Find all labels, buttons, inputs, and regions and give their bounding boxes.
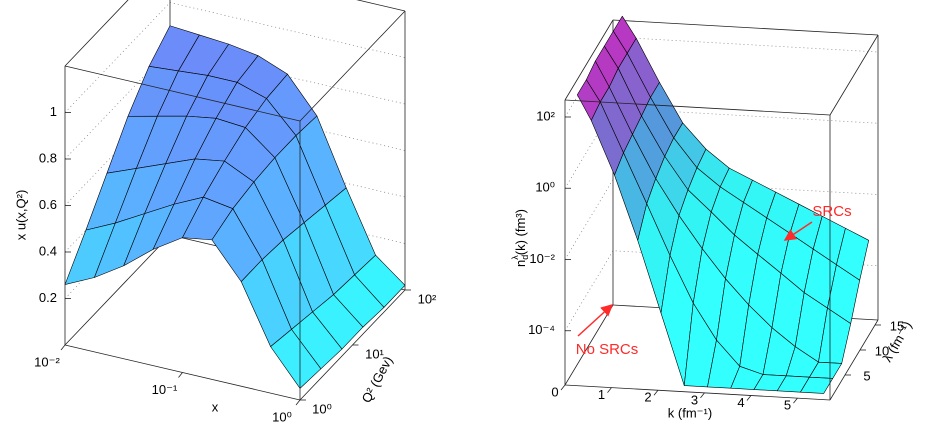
box-edge <box>829 319 879 401</box>
x-axis-label: x <box>212 399 219 414</box>
box-edge <box>564 304 614 386</box>
annotation: SRCs <box>812 203 851 220</box>
y-tick-label: 10² <box>418 291 437 306</box>
x-tick <box>653 390 659 396</box>
z-axis-label: x u(x,Q²) <box>13 190 28 241</box>
z-axis-label-part: n <box>513 260 528 267</box>
box-edge <box>612 19 879 36</box>
x-tick-label: 2 <box>644 390 651 405</box>
x-tick <box>560 384 566 391</box>
z-axis-label: ndλ(k) (fm³) <box>510 209 530 267</box>
x-tick-label: 5 <box>784 398 791 413</box>
box-edge <box>299 10 406 122</box>
box-edge <box>64 0 129 67</box>
z-tick-label: 10⁻² <box>529 251 555 266</box>
box-edge <box>356 0 406 12</box>
x-tick <box>746 395 752 401</box>
annotation-arrow <box>577 303 614 337</box>
x-tick <box>793 397 798 404</box>
box-edge <box>64 65 301 122</box>
x-tick-label: 1 <box>598 387 605 402</box>
y-tick-label: 10¹ <box>365 346 384 361</box>
z-tick-label: 0.4 <box>39 243 57 258</box>
z-tick-label: 10⁻⁴ <box>528 322 555 337</box>
box-edge <box>564 384 831 401</box>
x-tick-label: 0 <box>551 384 558 399</box>
z-tick-label: 10² <box>536 108 555 123</box>
x-tick <box>607 387 612 393</box>
box-edge <box>64 234 171 346</box>
z-tick-label: 0.2 <box>39 290 57 305</box>
x-tick-label: 3 <box>691 392 698 407</box>
z-axis-label-part: λ <box>510 255 520 260</box>
x-tick <box>700 392 705 399</box>
box-edge <box>564 99 831 116</box>
surface-cell <box>270 329 322 389</box>
z-axis-label-part: (k) (fm³) <box>513 209 528 255</box>
y-tick-label: 10 <box>875 343 889 358</box>
x-tick-label: 10⁻¹ <box>152 382 178 397</box>
x-tick <box>178 372 183 378</box>
x-tick-label: 10⁰ <box>272 409 292 422</box>
box-edge <box>564 19 614 101</box>
y-tick-label: 5 <box>863 368 870 383</box>
z-tick-label: 10⁰ <box>535 180 555 195</box>
z-tick-label: 0.8 <box>39 150 57 165</box>
x-tick <box>60 344 66 351</box>
y-axis-label: λ (fm⁻¹) <box>879 318 914 364</box>
x-tick-label: 10⁻² <box>34 354 60 369</box>
z-axis-label-part: d <box>520 255 530 260</box>
z-tick-label: 0.6 <box>39 197 57 212</box>
box-edge <box>829 34 879 116</box>
y-tick-label: 15 <box>890 318 904 333</box>
annotation-arrow <box>783 221 813 241</box>
y-tick-label: 10⁰ <box>312 401 332 416</box>
x-tick-label: 4 <box>737 395 744 410</box>
x-axis-label: k (fm⁻¹) <box>668 405 712 420</box>
z-tick-label: 1 <box>50 104 57 119</box>
annotation: No SRCs <box>576 341 639 358</box>
surface-cell <box>800 376 834 394</box>
x-tick <box>295 399 301 406</box>
